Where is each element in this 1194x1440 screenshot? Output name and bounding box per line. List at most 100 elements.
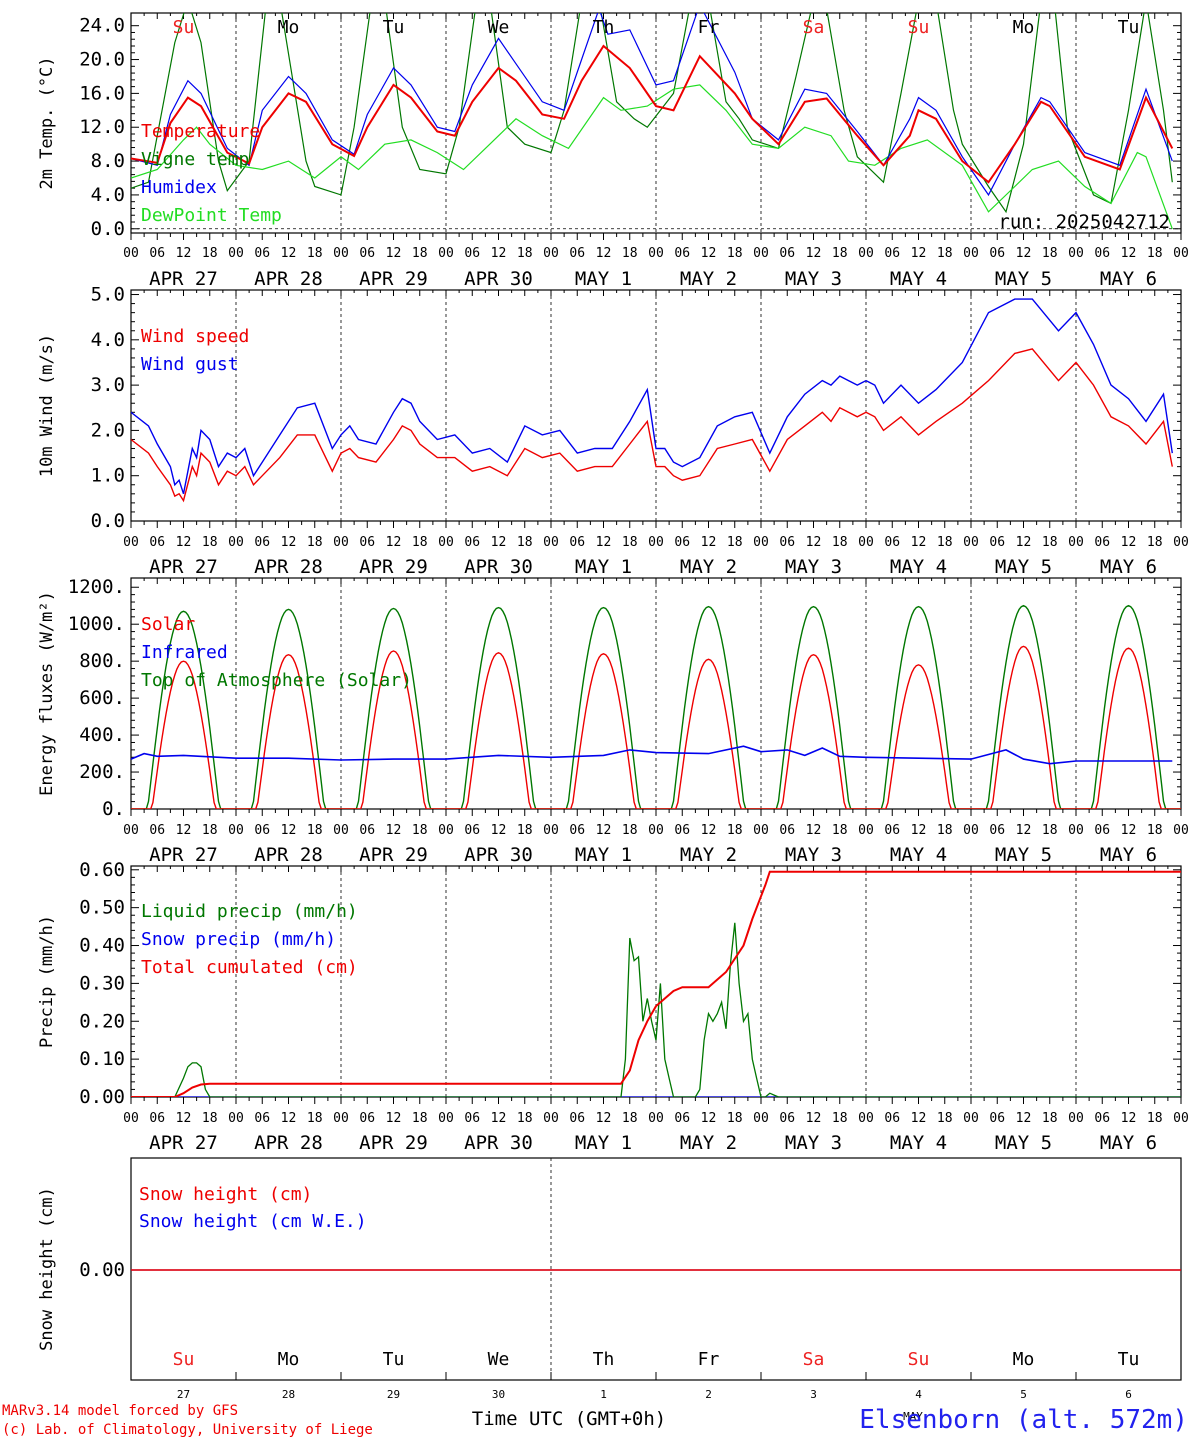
x-tick-label: 00 — [648, 246, 664, 261]
x-tick-label: 18 — [1147, 246, 1163, 261]
x-tick-label: 18 — [202, 823, 218, 838]
legend-temperature: Temperature — [141, 121, 260, 142]
x-tick-label: 00 — [333, 535, 349, 550]
x-tick-label: 00 — [1068, 1111, 1084, 1126]
series-wind-speed — [131, 348, 1173, 503]
date-label: MAY 4 — [890, 556, 947, 578]
x-tick-label: 18 — [517, 246, 533, 261]
x-tick-label: 06 — [674, 823, 690, 838]
month-label: MAY — [903, 1410, 923, 1423]
x-tick-label: 12 — [806, 1111, 822, 1126]
x-tick-label: 18 — [412, 246, 428, 261]
x-tick-label: 12 — [1016, 823, 1032, 838]
day-number: 4 — [915, 1388, 922, 1401]
weekday-label: Tu — [1118, 1349, 1140, 1370]
legend-vigne-temp: Vigne temp — [141, 149, 249, 170]
series-wind-gust — [131, 298, 1173, 495]
x-tick-label: 00 — [963, 246, 979, 261]
x-tick-label: 06 — [149, 535, 165, 550]
x-tick-label: 00 — [963, 535, 979, 550]
x-tick-label: 12 — [911, 823, 927, 838]
date-label: APR 28 — [254, 1132, 323, 1154]
y-tick-label: 0.30 — [79, 972, 125, 994]
x-tick-label: 12 — [176, 246, 192, 261]
x-tick-label: 12 — [281, 246, 297, 261]
weekday-label: Fr — [698, 1349, 720, 1370]
x-tick-label: 00 — [858, 1111, 874, 1126]
date-label: MAY 6 — [1100, 556, 1157, 578]
x-tick-label: 18 — [727, 1111, 743, 1126]
x-tick-label: 06 — [989, 535, 1005, 550]
y-tick-label: 400. — [79, 724, 125, 746]
date-label: APR 28 — [254, 844, 323, 866]
x-tick-label: 12 — [596, 823, 612, 838]
x-tick-label: 18 — [727, 823, 743, 838]
x-tick-label: 12 — [596, 1111, 612, 1126]
day-number: 3 — [810, 1388, 817, 1401]
y-axis-label: Energy fluxes (W/m²) — [37, 591, 57, 796]
x-tick-label: 00 — [858, 823, 874, 838]
date-label: APR 27 — [149, 556, 218, 578]
x-tick-label: 06 — [884, 535, 900, 550]
x-tick-label: 06 — [254, 535, 270, 550]
date-label: MAY 4 — [890, 844, 947, 866]
series-total-cumulated-cm- — [131, 870, 1181, 1097]
y-tick-label: 0.20 — [79, 1010, 125, 1032]
day-number: 30 — [492, 1388, 505, 1401]
x-tick-label: 12 — [701, 246, 717, 261]
legend-infrared: Infrared — [141, 642, 228, 663]
weekday-label: Su — [908, 17, 930, 38]
x-tick-label: 18 — [937, 823, 953, 838]
x-tick-label: 18 — [517, 823, 533, 838]
y-tick-label: 800. — [79, 650, 125, 672]
date-label: MAY 2 — [680, 844, 737, 866]
series-vigne-temp — [131, 13, 1173, 214]
x-tick-label: 06 — [359, 1111, 375, 1126]
x-tick-label: 00 — [1068, 823, 1084, 838]
x-tick-label: 06 — [779, 823, 795, 838]
x-tick-label: 12 — [911, 535, 927, 550]
x-tick-label: 00 — [753, 535, 769, 550]
energy-series-group — [131, 604, 1181, 809]
series-temperature — [131, 44, 1174, 184]
x-tick-label: 00 — [753, 823, 769, 838]
x-tick-label: 00 — [543, 246, 559, 261]
x-tick-label: 18 — [1042, 823, 1058, 838]
x-tick-label: 18 — [1042, 535, 1058, 550]
x-tick-label: 06 — [884, 823, 900, 838]
x-tick-label: 18 — [307, 823, 323, 838]
x-tick-label: 12 — [386, 823, 402, 838]
x-tick-label: 00 — [753, 1111, 769, 1126]
precip-series-group — [131, 870, 1181, 1097]
date-label: MAY 5 — [995, 556, 1052, 578]
x-tick-label: 12 — [491, 1111, 507, 1126]
x-tick-label: 06 — [1094, 246, 1110, 261]
series-liquid-precip-mm-h- — [131, 922, 1181, 1097]
weekday-label: Sa — [803, 17, 825, 38]
y-tick-label: 1000. — [68, 613, 125, 635]
legend-snow-height: Snow height (cm) — [139, 1184, 312, 1205]
x-tick-label: 00 — [1068, 246, 1084, 261]
date-label: MAY 4 — [890, 268, 947, 290]
x-tick-label: 00 — [333, 823, 349, 838]
series-humidex — [131, 13, 1173, 197]
y-axis-label: Precip (mm/h) — [37, 915, 57, 1048]
x-tick-label: 18 — [307, 246, 323, 261]
x-tick-label: 06 — [464, 246, 480, 261]
x-tick-label: 00 — [858, 535, 874, 550]
day-number: 28 — [282, 1388, 295, 1401]
date-label: MAY 2 — [680, 268, 737, 290]
x-tick-label: 18 — [832, 1111, 848, 1126]
weekday-label: Tu — [383, 17, 405, 38]
x-tick-label: 18 — [1042, 1111, 1058, 1126]
x-tick-label: 06 — [779, 246, 795, 261]
legend-wind-gust: Wind gust — [141, 354, 239, 375]
weekday-label: Th — [593, 1349, 615, 1370]
series-top-of-atmosphere-solar- — [131, 604, 1181, 809]
date-label: APR 29 — [359, 844, 428, 866]
x-tick-label: 06 — [884, 1111, 900, 1126]
weekday-label: Su — [908, 1349, 930, 1370]
x-tick-label: 00 — [543, 535, 559, 550]
x-tick-label: 00 — [123, 823, 139, 838]
date-label: MAY 6 — [1100, 844, 1157, 866]
